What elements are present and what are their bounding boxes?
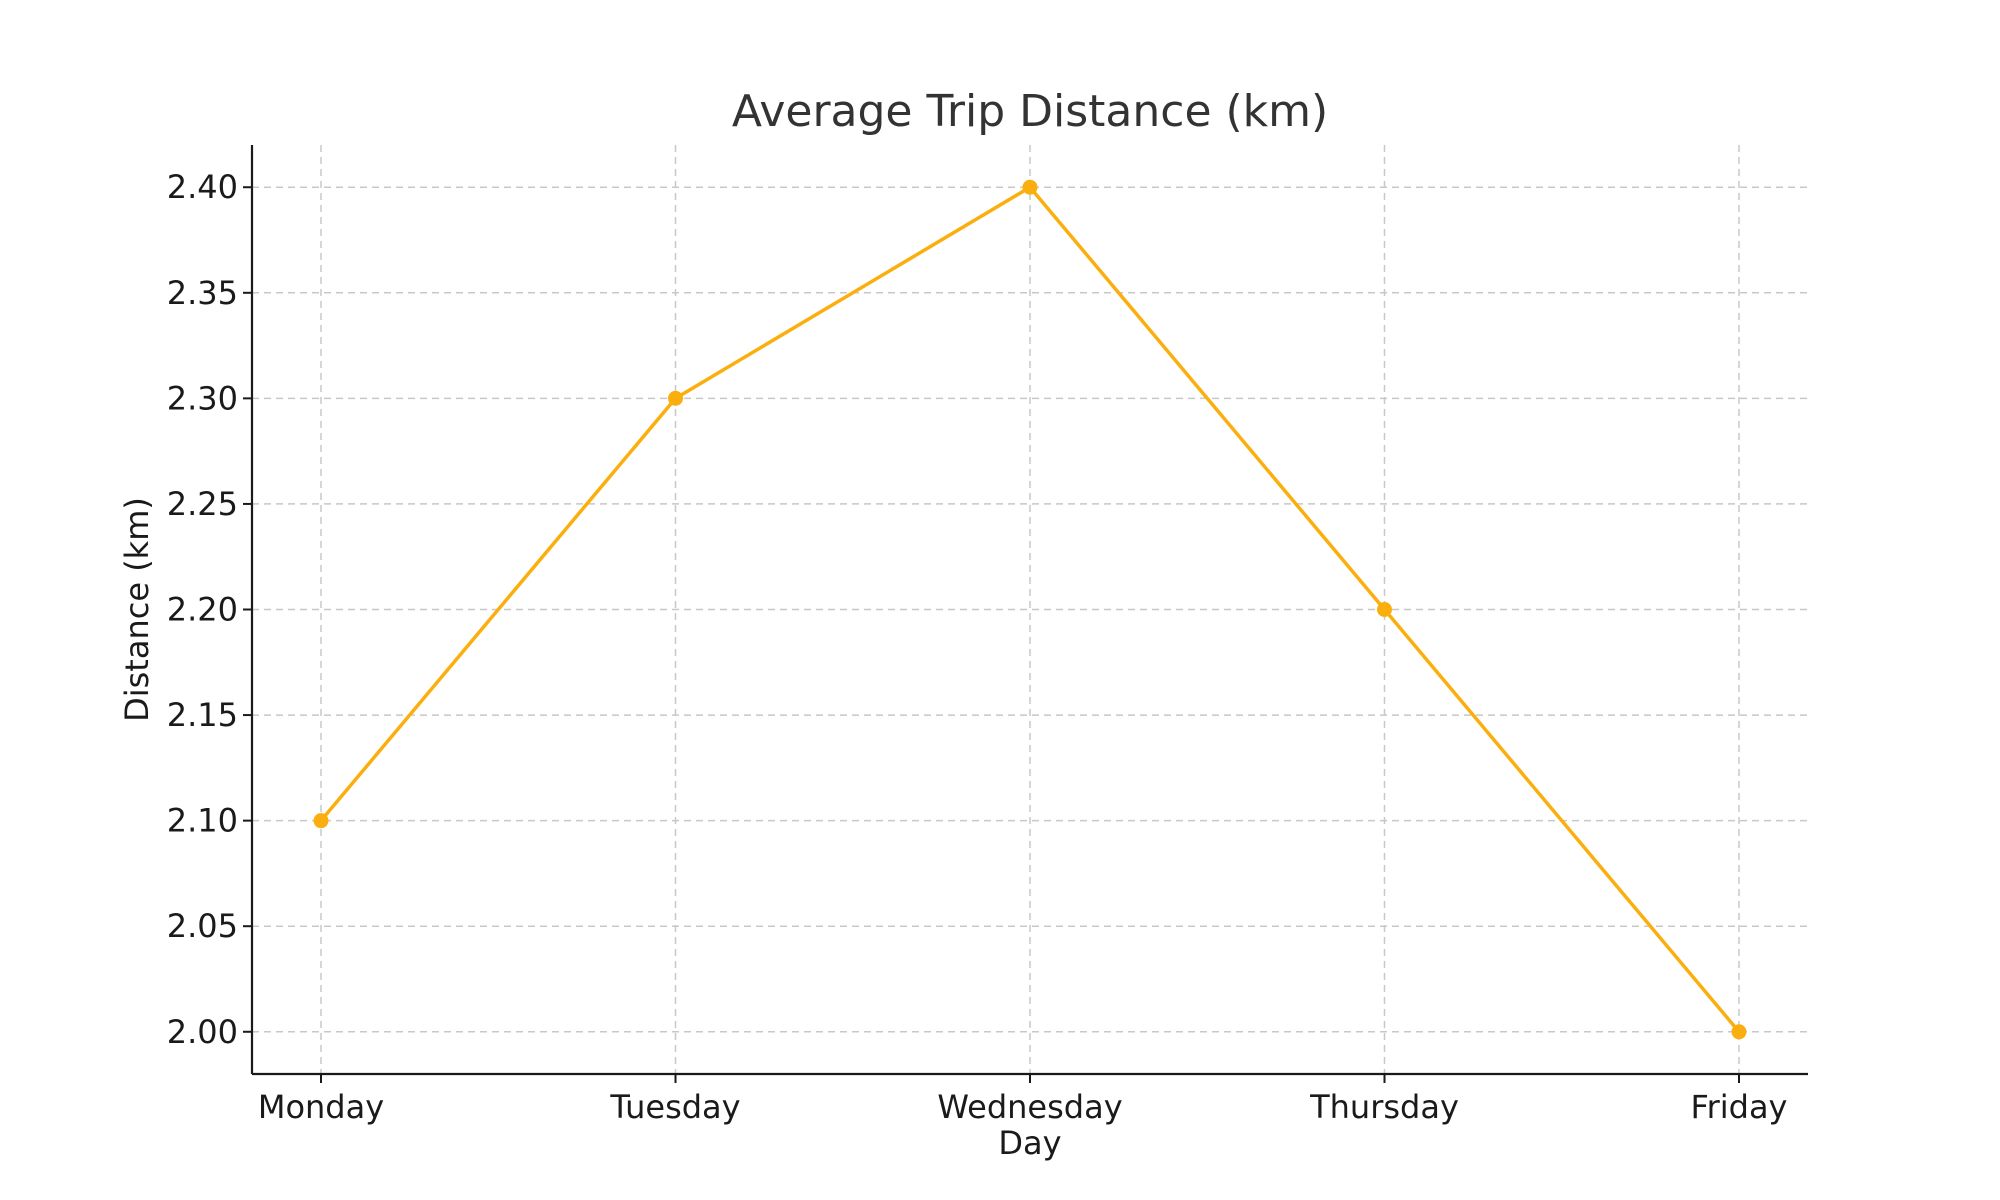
x-tick-label: Monday xyxy=(258,1088,384,1126)
x-tick-label: Tuesday xyxy=(609,1088,740,1126)
grid xyxy=(252,145,1808,1074)
x-tick-label: Wednesday xyxy=(937,1088,1122,1126)
y-tick-label: 2.15 xyxy=(167,696,238,734)
y-axis-title: Distance (km) xyxy=(118,497,156,722)
series xyxy=(313,179,1747,1040)
x-ticks: Monday Tuesday Wednesday Thursday Friday xyxy=(258,1074,1788,1126)
x-axis-title: Day xyxy=(998,1124,1061,1162)
y-tick-label: 2.00 xyxy=(167,1013,238,1051)
data-point xyxy=(1022,179,1038,195)
y-tick-label: 2.30 xyxy=(167,379,238,417)
x-tick-label: Friday xyxy=(1691,1088,1788,1126)
x-tick-label: Thursday xyxy=(1309,1088,1459,1126)
chart-title: Average Trip Distance (km) xyxy=(732,86,1328,137)
data-point xyxy=(1377,602,1392,617)
data-point xyxy=(313,813,329,829)
y-tick-label: 2.35 xyxy=(167,274,238,312)
y-tick-label: 2.40 xyxy=(167,168,238,206)
data-point xyxy=(1731,1024,1747,1040)
y-tick-label: 2.25 xyxy=(167,485,238,523)
y-tick-label: 2.20 xyxy=(167,591,238,629)
y-tick-label: 2.05 xyxy=(167,907,238,945)
data-point xyxy=(668,390,683,406)
y-ticks: 2.00 2.05 2.10 2.15 2.20 2.25 2.30 2.35 2.40 xyxy=(167,168,252,1051)
y-tick-label: 2.10 xyxy=(167,802,238,840)
